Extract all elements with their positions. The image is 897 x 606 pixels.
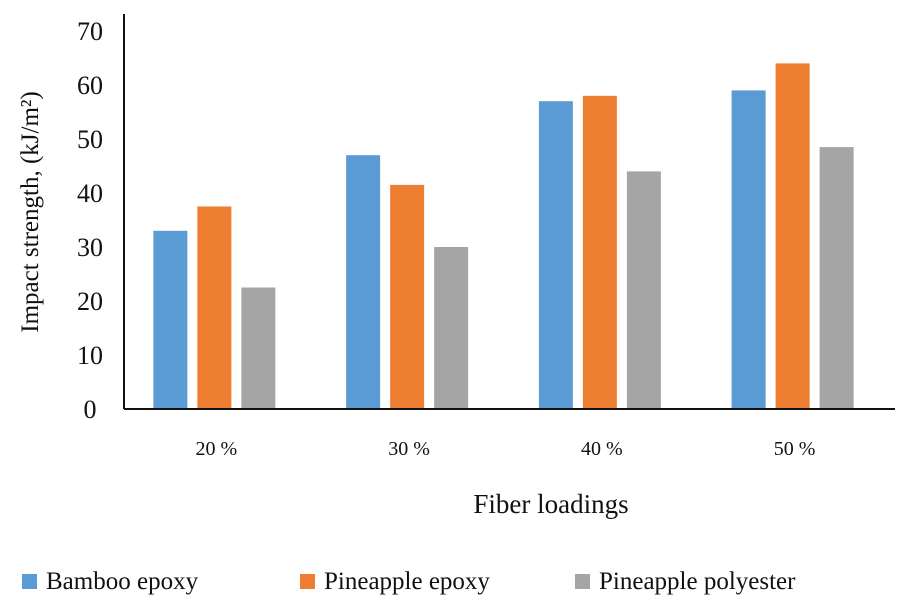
y-tick-label: 30 (77, 233, 103, 262)
y-tick-label: 70 (77, 17, 103, 46)
x-tick-label: 40 % (581, 438, 623, 460)
y-axis-label: Impact strength, (kJ/m²) (17, 91, 44, 332)
y-tick-label: 20 (77, 287, 103, 316)
bar (819, 147, 854, 409)
legend-swatch (575, 574, 590, 589)
y-tick-labels: 0 10 20 30 40 50 60 70 (77, 17, 103, 424)
x-tick-label: 50 % (774, 438, 816, 460)
bar (197, 206, 232, 409)
bar (241, 287, 276, 409)
y-tick-label: 60 (77, 71, 103, 100)
x-tick-label: 30 % (388, 438, 430, 460)
bars-layer (153, 63, 854, 410)
bar (434, 247, 469, 409)
x-tick-labels: 20 % 30 % 40 % 50 % (196, 438, 816, 460)
y-tick-label: 10 (77, 341, 103, 370)
x-tick-label: 20 % (196, 438, 238, 460)
bar (731, 90, 766, 410)
bar (582, 95, 617, 410)
bar (346, 155, 381, 409)
legend-label: Bamboo epoxy (46, 568, 199, 595)
legend-swatch (22, 574, 37, 589)
bar (626, 171, 661, 409)
legend-label: Pineapple polyester (599, 568, 796, 595)
bar (153, 230, 188, 409)
x-axis-label: Fiber loadings (473, 489, 628, 519)
bar (538, 101, 573, 409)
bar (390, 184, 425, 409)
legend-swatch (300, 574, 315, 589)
bar (775, 63, 810, 410)
y-tick-label: 50 (77, 125, 103, 154)
legend-label: Pineapple epoxy (324, 568, 490, 595)
legend: Bamboo epoxy Pineapple epoxy Pineapple pol… (22, 568, 796, 595)
y-tick-label: 0 (84, 395, 97, 424)
y-tick-label: 40 (77, 179, 103, 208)
